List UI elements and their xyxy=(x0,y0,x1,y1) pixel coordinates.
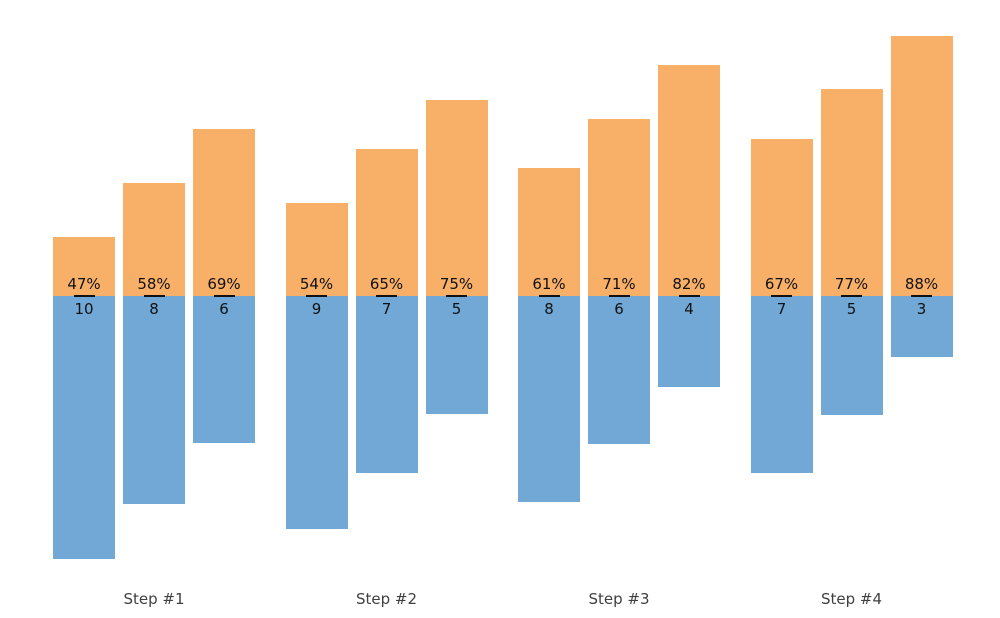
count-label: 5 xyxy=(451,300,462,318)
up-bar xyxy=(890,36,953,296)
count-label: 5 xyxy=(846,300,857,318)
down-bar xyxy=(285,296,348,529)
fraction-line xyxy=(771,295,792,297)
up-bar xyxy=(820,89,883,296)
fraction-line xyxy=(376,295,397,297)
up-bar xyxy=(750,139,813,296)
count-label: 7 xyxy=(381,300,392,318)
count-label: 9 xyxy=(311,300,322,318)
up-bar xyxy=(53,237,115,296)
group-label-step: Step #2 xyxy=(355,590,418,608)
fraction-line xyxy=(608,295,630,297)
group-label-step: Step #1 xyxy=(123,590,185,608)
count-label: 8 xyxy=(149,300,159,318)
down-bar xyxy=(658,296,720,387)
percent-label: 67% xyxy=(764,275,799,293)
percent-label: 58% xyxy=(137,275,171,293)
fraction-line xyxy=(841,295,862,297)
percent-label: 75% xyxy=(439,275,474,293)
percent-label: 54% xyxy=(299,275,334,293)
count-label: 10 xyxy=(74,300,94,318)
percent-label: 82% xyxy=(672,275,706,293)
up-bar xyxy=(355,149,418,296)
percent-label: 47% xyxy=(67,275,101,293)
fraction-line xyxy=(446,295,467,297)
fraction-line xyxy=(73,295,95,297)
up-bar xyxy=(193,129,255,296)
count-label: 4 xyxy=(684,300,694,318)
count-label: 6 xyxy=(219,300,229,318)
percent-label: 88% xyxy=(904,275,939,293)
down-bar xyxy=(355,296,418,473)
count-label: 3 xyxy=(916,300,927,318)
percent-label: 77% xyxy=(834,275,869,293)
group-label-step: Step #3 xyxy=(588,590,650,608)
down-bar xyxy=(750,296,813,473)
count-label: 6 xyxy=(614,300,624,318)
down-bar xyxy=(53,296,115,559)
down-bar xyxy=(820,296,883,415)
up-bar xyxy=(518,168,580,296)
down-bar xyxy=(518,296,580,502)
up-bar xyxy=(123,183,185,296)
count-label: 8 xyxy=(544,300,554,318)
fraction-line xyxy=(213,295,235,297)
fraction-line xyxy=(306,295,327,297)
down-bar xyxy=(123,296,185,504)
count-label: 7 xyxy=(776,300,787,318)
fraction-line xyxy=(143,295,165,297)
percent-label: 65% xyxy=(369,275,404,293)
percent-label: 71% xyxy=(602,275,636,293)
up-bar xyxy=(658,65,720,296)
down-bar xyxy=(193,296,255,443)
up-bar xyxy=(425,100,488,296)
down-bar xyxy=(588,296,650,444)
percent-label: 61% xyxy=(532,275,566,293)
group-label-step: Step #4 xyxy=(820,590,883,608)
up-bar xyxy=(285,203,348,296)
fraction-line xyxy=(911,295,932,297)
down-bar xyxy=(890,296,953,357)
fraction-line xyxy=(678,295,700,297)
up-bar xyxy=(588,119,650,296)
down-bar xyxy=(425,296,488,414)
percent-label: 69% xyxy=(207,275,241,293)
fraction-line xyxy=(538,295,560,297)
